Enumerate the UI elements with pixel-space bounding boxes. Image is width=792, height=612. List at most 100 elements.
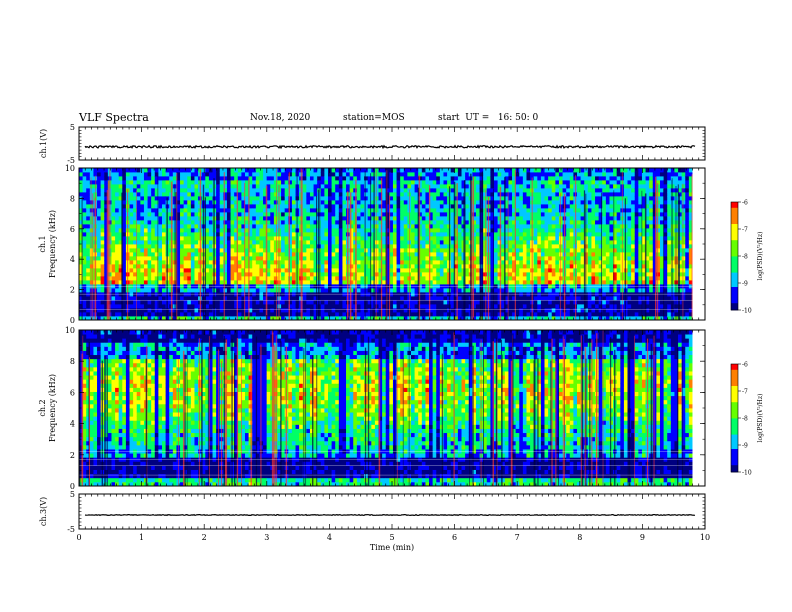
heatmap-cell [526,228,531,233]
heatmap-cell [281,200,286,205]
heatmap-cell [465,188,470,193]
heatmap-cell [263,232,268,237]
heatmap-cell [306,204,311,209]
heatmap-cell [208,168,213,173]
heatmap-cell [443,188,448,193]
heatmap-cell [483,168,488,173]
heatmap-cell [382,316,387,321]
heatmap-cell [418,184,423,189]
heatmap-cell [331,168,336,173]
heatmap-cell [374,304,379,309]
heatmap-cell [385,208,390,213]
heatmap-cell [162,216,167,221]
heatmap-cell [140,176,145,181]
heatmap-cell [309,248,314,253]
heatmap-cell [439,216,444,221]
heatmap-cell [443,316,448,321]
heatmap-cell [226,304,231,309]
heatmap-cell [104,276,109,281]
heatmap-cell [118,244,123,249]
heatmap-cell [291,244,296,249]
heatmap-cell [194,168,199,173]
heatmap-cell [457,308,462,313]
heatmap-cell [205,264,210,269]
heatmap-cell [252,188,257,193]
heatmap-cell [190,244,195,249]
heatmap-cell [328,172,333,177]
heatmap-cell [483,192,488,197]
heatmap-cell [234,240,239,245]
heatmap-cell [277,288,282,293]
heatmap-cell [429,216,434,221]
heatmap-cell [429,284,434,289]
heatmap-cell [162,276,167,281]
heatmap-cell [154,276,159,281]
heatmap-cell [501,248,506,253]
heatmap-cell [338,232,343,237]
heatmap-cell [89,240,94,245]
heatmap-cell [183,220,188,225]
heatmap-cell [436,244,441,249]
heatmap-cell [151,264,156,269]
heatmap-cell [259,260,264,265]
heatmap-cell [374,240,379,245]
heatmap-cell [133,240,138,245]
heatmap-cell [465,256,470,261]
heatmap-cell [374,260,379,265]
heatmap-cell [342,308,347,313]
heatmap-cell [255,224,260,229]
heatmap-cell [432,176,437,181]
heatmap-cell [97,172,102,177]
heatmap-cell [281,252,286,257]
heatmap-cell [104,168,109,173]
heatmap-cell [418,216,423,221]
heatmap-cell [270,304,275,309]
heatmap-cell [374,236,379,241]
heatmap-cell [508,188,513,193]
heatmap-cell [162,268,167,273]
heatmap-cell [183,180,188,185]
heatmap-cell [475,220,480,225]
heatmap-cell [234,224,239,229]
heatmap-cell [255,300,260,305]
heatmap-cell [259,176,264,181]
heatmap-cell [385,300,390,305]
heatmap-cell [118,316,123,321]
heatmap-cell [118,236,123,241]
heatmap-cell [237,216,242,221]
heatmap-cell [457,212,462,217]
heatmap-cell [122,232,127,237]
heatmap-cell [475,200,480,205]
heatmap-cell [219,300,224,305]
heatmap-cell [519,312,524,317]
heatmap-cell [439,244,444,249]
heatmap-cell [302,252,307,257]
heatmap-cell [378,308,383,313]
heatmap-cell [331,252,336,257]
heatmap-cell [122,272,127,277]
heatmap-cell [374,172,379,177]
heatmap-cell [223,188,228,193]
heatmap-cell [313,244,318,249]
heatmap-cell [115,304,120,309]
heatmap-cell [205,228,210,233]
heatmap-cell [183,204,188,209]
heatmap-cell [97,256,102,261]
heatmap-cell [328,204,333,209]
heatmap-cell [414,240,419,245]
heatmap-cell [223,288,228,293]
heatmap-cell [418,264,423,269]
heatmap-cell [385,172,390,177]
heatmap-cell [360,176,365,181]
heatmap-cell [129,248,134,253]
heatmap-cell [208,176,213,181]
heatmap-cell [504,252,509,257]
heatmap-cell [522,176,527,181]
heatmap-cell [450,252,455,257]
heatmap-cell [407,184,412,189]
heatmap-cell [349,272,354,277]
heatmap-cell [129,260,134,265]
heatmap-cell [313,176,318,181]
heatmap-cell [252,232,257,237]
heatmap-cell [443,276,448,281]
